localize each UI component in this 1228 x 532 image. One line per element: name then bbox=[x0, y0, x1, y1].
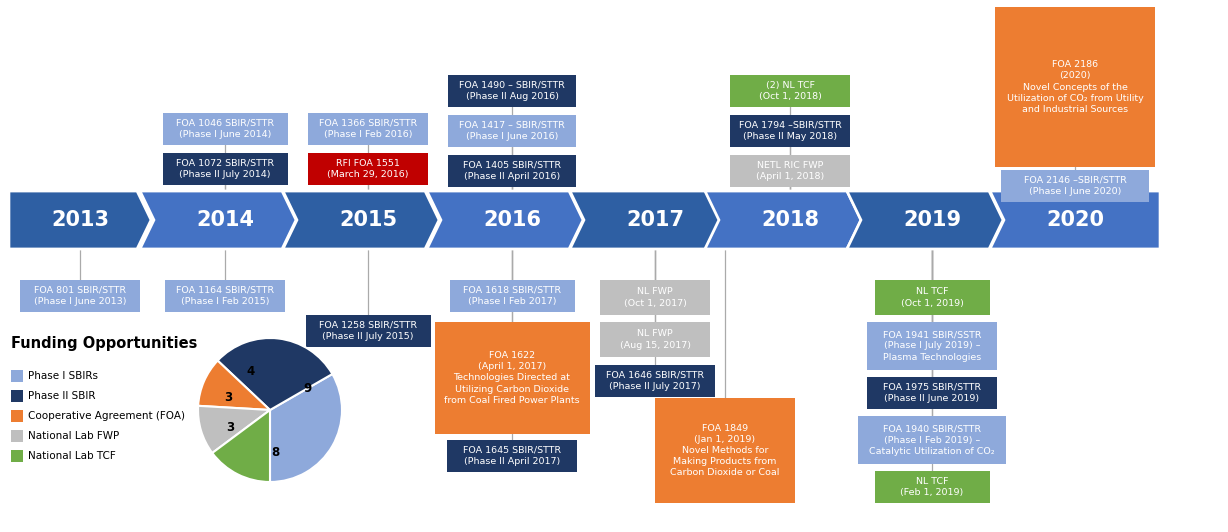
Text: NL TCF
(Feb 1, 2019): NL TCF (Feb 1, 2019) bbox=[900, 477, 964, 497]
Text: FOA 1258 SBIR/STTR
(Phase II July 2015): FOA 1258 SBIR/STTR (Phase II July 2015) bbox=[319, 321, 418, 341]
Text: 2019: 2019 bbox=[903, 210, 962, 230]
Polygon shape bbox=[427, 191, 583, 249]
Text: 2013: 2013 bbox=[52, 210, 109, 230]
Text: Funding Opportunities: Funding Opportunities bbox=[11, 336, 198, 351]
Wedge shape bbox=[217, 338, 333, 410]
Text: 2014: 2014 bbox=[196, 210, 254, 230]
Polygon shape bbox=[9, 191, 151, 249]
Wedge shape bbox=[212, 410, 270, 482]
Bar bbox=[995, 7, 1156, 167]
Text: FOA 1618 SBIR/STTR
(Phase I Feb 2017): FOA 1618 SBIR/STTR (Phase I Feb 2017) bbox=[463, 286, 561, 306]
Text: FOA 1622
(April 1, 2017)
Technologies Directed at
Utilizing Carbon Dioxide
from : FOA 1622 (April 1, 2017) Technologies Di… bbox=[445, 351, 580, 405]
Text: FOA 1072 SBIR/STTR
(Phase II July 2014): FOA 1072 SBIR/STTR (Phase II July 2014) bbox=[176, 159, 274, 179]
Bar bbox=[874, 280, 990, 315]
Text: 4: 4 bbox=[247, 365, 254, 378]
Bar bbox=[11, 410, 23, 422]
Bar bbox=[165, 280, 285, 312]
Text: FOA 1940 SBIR/STTR
(Phase I Feb 2019) –
Catalytic Utilization of CO₂: FOA 1940 SBIR/STTR (Phase I Feb 2019) – … bbox=[869, 425, 995, 455]
Text: 2020: 2020 bbox=[1046, 210, 1104, 230]
Text: FOA 2186
(2020)
Novel Concepts of the
Utilization of CO₂ from Utility
and Indust: FOA 2186 (2020) Novel Concepts of the Ut… bbox=[1007, 60, 1143, 114]
Bar bbox=[308, 113, 429, 145]
Text: FOA 1646 SBIR/STTR
(Phase II July 2017): FOA 1646 SBIR/STTR (Phase II July 2017) bbox=[605, 371, 704, 391]
Bar bbox=[447, 440, 577, 472]
Text: FOA 2146 –SBIR/STTR
(Phase I June 2020): FOA 2146 –SBIR/STTR (Phase I June 2020) bbox=[1024, 176, 1126, 196]
Text: NL TCF
(Oct 1, 2019): NL TCF (Oct 1, 2019) bbox=[900, 287, 964, 307]
Bar bbox=[448, 115, 576, 147]
Text: FOA 1164 SBIR/STTR
(Phase I Feb 2015): FOA 1164 SBIR/STTR (Phase I Feb 2015) bbox=[176, 286, 274, 306]
Text: 2016: 2016 bbox=[483, 210, 542, 230]
Text: FOA 1490 – SBIR/STTR
(Phase II Aug 2016): FOA 1490 – SBIR/STTR (Phase II Aug 2016) bbox=[459, 81, 565, 101]
Bar bbox=[448, 155, 576, 187]
Text: (2) NL TCF
(Oct 1, 2018): (2) NL TCF (Oct 1, 2018) bbox=[759, 81, 822, 101]
Polygon shape bbox=[847, 191, 1003, 249]
Text: 2018: 2018 bbox=[761, 210, 819, 230]
Bar bbox=[867, 322, 997, 370]
Text: FOA 1645 SBIR/STTR
(Phase II April 2017): FOA 1645 SBIR/STTR (Phase II April 2017) bbox=[463, 446, 561, 466]
Bar bbox=[655, 398, 795, 503]
Text: 2015: 2015 bbox=[339, 210, 397, 230]
Text: FOA 1417 – SBIR/STTR
(Phase I June 2016): FOA 1417 – SBIR/STTR (Phase I June 2016) bbox=[459, 121, 565, 141]
Text: National Lab FWP: National Lab FWP bbox=[28, 431, 119, 441]
Text: FOA 801 SBIR/STTR
(Phase I June 2013): FOA 801 SBIR/STTR (Phase I June 2013) bbox=[33, 286, 126, 306]
Bar bbox=[600, 280, 710, 315]
Text: 3: 3 bbox=[225, 391, 232, 404]
Bar bbox=[858, 416, 1006, 464]
Bar bbox=[448, 75, 576, 107]
Text: FOA 1366 SBIR/STTR
(Phase I Feb 2016): FOA 1366 SBIR/STTR (Phase I Feb 2016) bbox=[319, 119, 418, 139]
Wedge shape bbox=[270, 374, 343, 482]
Bar bbox=[867, 377, 997, 409]
Bar bbox=[306, 315, 431, 347]
Bar bbox=[1001, 170, 1149, 202]
Polygon shape bbox=[140, 191, 296, 249]
Bar bbox=[729, 75, 850, 107]
Bar bbox=[308, 153, 429, 185]
Bar bbox=[596, 365, 715, 397]
Text: FOA 1849
(Jan 1, 2019)
Novel Methods for
Making Products from
Carbon Dioxide or : FOA 1849 (Jan 1, 2019) Novel Methods for… bbox=[670, 424, 780, 477]
Bar bbox=[20, 280, 140, 312]
Text: FOA 1405 SBIR/STTR
(Phase II April 2016): FOA 1405 SBIR/STTR (Phase II April 2016) bbox=[463, 161, 561, 181]
Text: 9: 9 bbox=[303, 382, 312, 395]
Text: NL FWP
(Oct 1, 2017): NL FWP (Oct 1, 2017) bbox=[624, 287, 686, 307]
Bar bbox=[435, 322, 589, 434]
Bar bbox=[729, 155, 850, 187]
Bar bbox=[11, 450, 23, 462]
Bar bbox=[874, 471, 990, 503]
Bar bbox=[11, 390, 23, 402]
Wedge shape bbox=[198, 361, 270, 410]
Text: 3: 3 bbox=[226, 421, 235, 434]
Bar bbox=[11, 370, 23, 382]
Bar bbox=[449, 280, 575, 312]
Polygon shape bbox=[570, 191, 726, 249]
Bar bbox=[729, 115, 850, 147]
Bar bbox=[600, 322, 710, 357]
Text: Cooperative Agreement (FOA): Cooperative Agreement (FOA) bbox=[28, 411, 185, 421]
Text: Phase II SBIR: Phase II SBIR bbox=[28, 391, 96, 401]
Bar bbox=[162, 113, 287, 145]
Text: RFI FOA 1551
(March 29, 2016): RFI FOA 1551 (March 29, 2016) bbox=[327, 159, 409, 179]
Text: Phase I SBIRs: Phase I SBIRs bbox=[28, 371, 98, 381]
Wedge shape bbox=[198, 406, 270, 453]
Text: NETL RIC FWP
(April 1, 2018): NETL RIC FWP (April 1, 2018) bbox=[756, 161, 824, 181]
Text: FOA 1941 SBIR/SSTR
(Phase I July 2019) –
Plasma Technologies: FOA 1941 SBIR/SSTR (Phase I July 2019) –… bbox=[883, 330, 981, 362]
Text: National Lab TCF: National Lab TCF bbox=[28, 451, 115, 461]
Bar bbox=[162, 153, 287, 185]
Text: FOA 1046 SBIR/STTR
(Phase I June 2014): FOA 1046 SBIR/STTR (Phase I June 2014) bbox=[176, 119, 274, 139]
Text: 2017: 2017 bbox=[626, 210, 684, 230]
Polygon shape bbox=[990, 191, 1160, 249]
Polygon shape bbox=[705, 191, 861, 249]
Bar bbox=[11, 430, 23, 442]
Text: NL FWP
(Aug 15, 2017): NL FWP (Aug 15, 2017) bbox=[619, 329, 690, 350]
Text: 8: 8 bbox=[271, 446, 279, 460]
Text: FOA 1975 SBIR/STTR
(Phase II June 2019): FOA 1975 SBIR/STTR (Phase II June 2019) bbox=[883, 383, 981, 403]
Polygon shape bbox=[282, 191, 440, 249]
Text: FOA 1794 –SBIR/STTR
(Phase II May 2018): FOA 1794 –SBIR/STTR (Phase II May 2018) bbox=[738, 121, 841, 141]
